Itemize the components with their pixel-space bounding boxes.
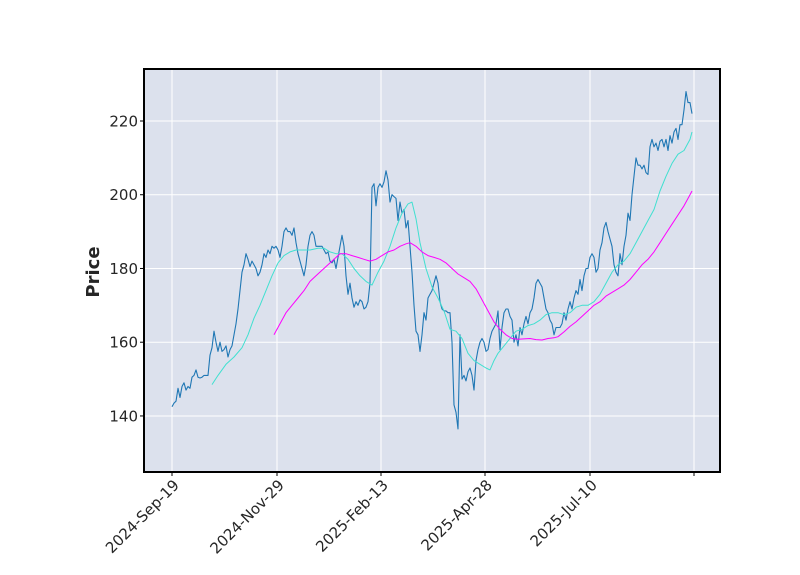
series-lines	[171, 90, 693, 430]
y-tick-label: 180	[109, 260, 138, 278]
y-tick-label: 200	[109, 186, 138, 204]
x-axis-ticks: 2024-Sep-19 2024-Nov-29 2025-Feb-13 2025-Ap…	[102, 472, 695, 557]
plot-frame	[143, 68, 721, 473]
x-tick-label: 2024-Nov-29	[207, 476, 288, 557]
series-line-2	[273, 190, 693, 341]
y-tick-label: 140	[109, 407, 138, 425]
x-tick-label: 2025-Jul-10	[527, 476, 601, 550]
x-tick-label: 2024-Sep-19	[102, 476, 183, 557]
x-tick-label: 2025-Feb-13	[312, 476, 392, 556]
series-line-1	[211, 131, 693, 385]
plot-background	[144, 69, 720, 472]
y-tick-label: 160	[109, 334, 138, 352]
gridlines	[144, 69, 720, 472]
x-tick-label: 2025-Apr-28	[418, 476, 496, 554]
y-axis-ticks: 140 160 180 200 220	[109, 112, 144, 425]
series-line-0	[171, 90, 693, 430]
y-axis-label: Price	[83, 246, 104, 297]
y-tick-label: 220	[109, 112, 138, 130]
